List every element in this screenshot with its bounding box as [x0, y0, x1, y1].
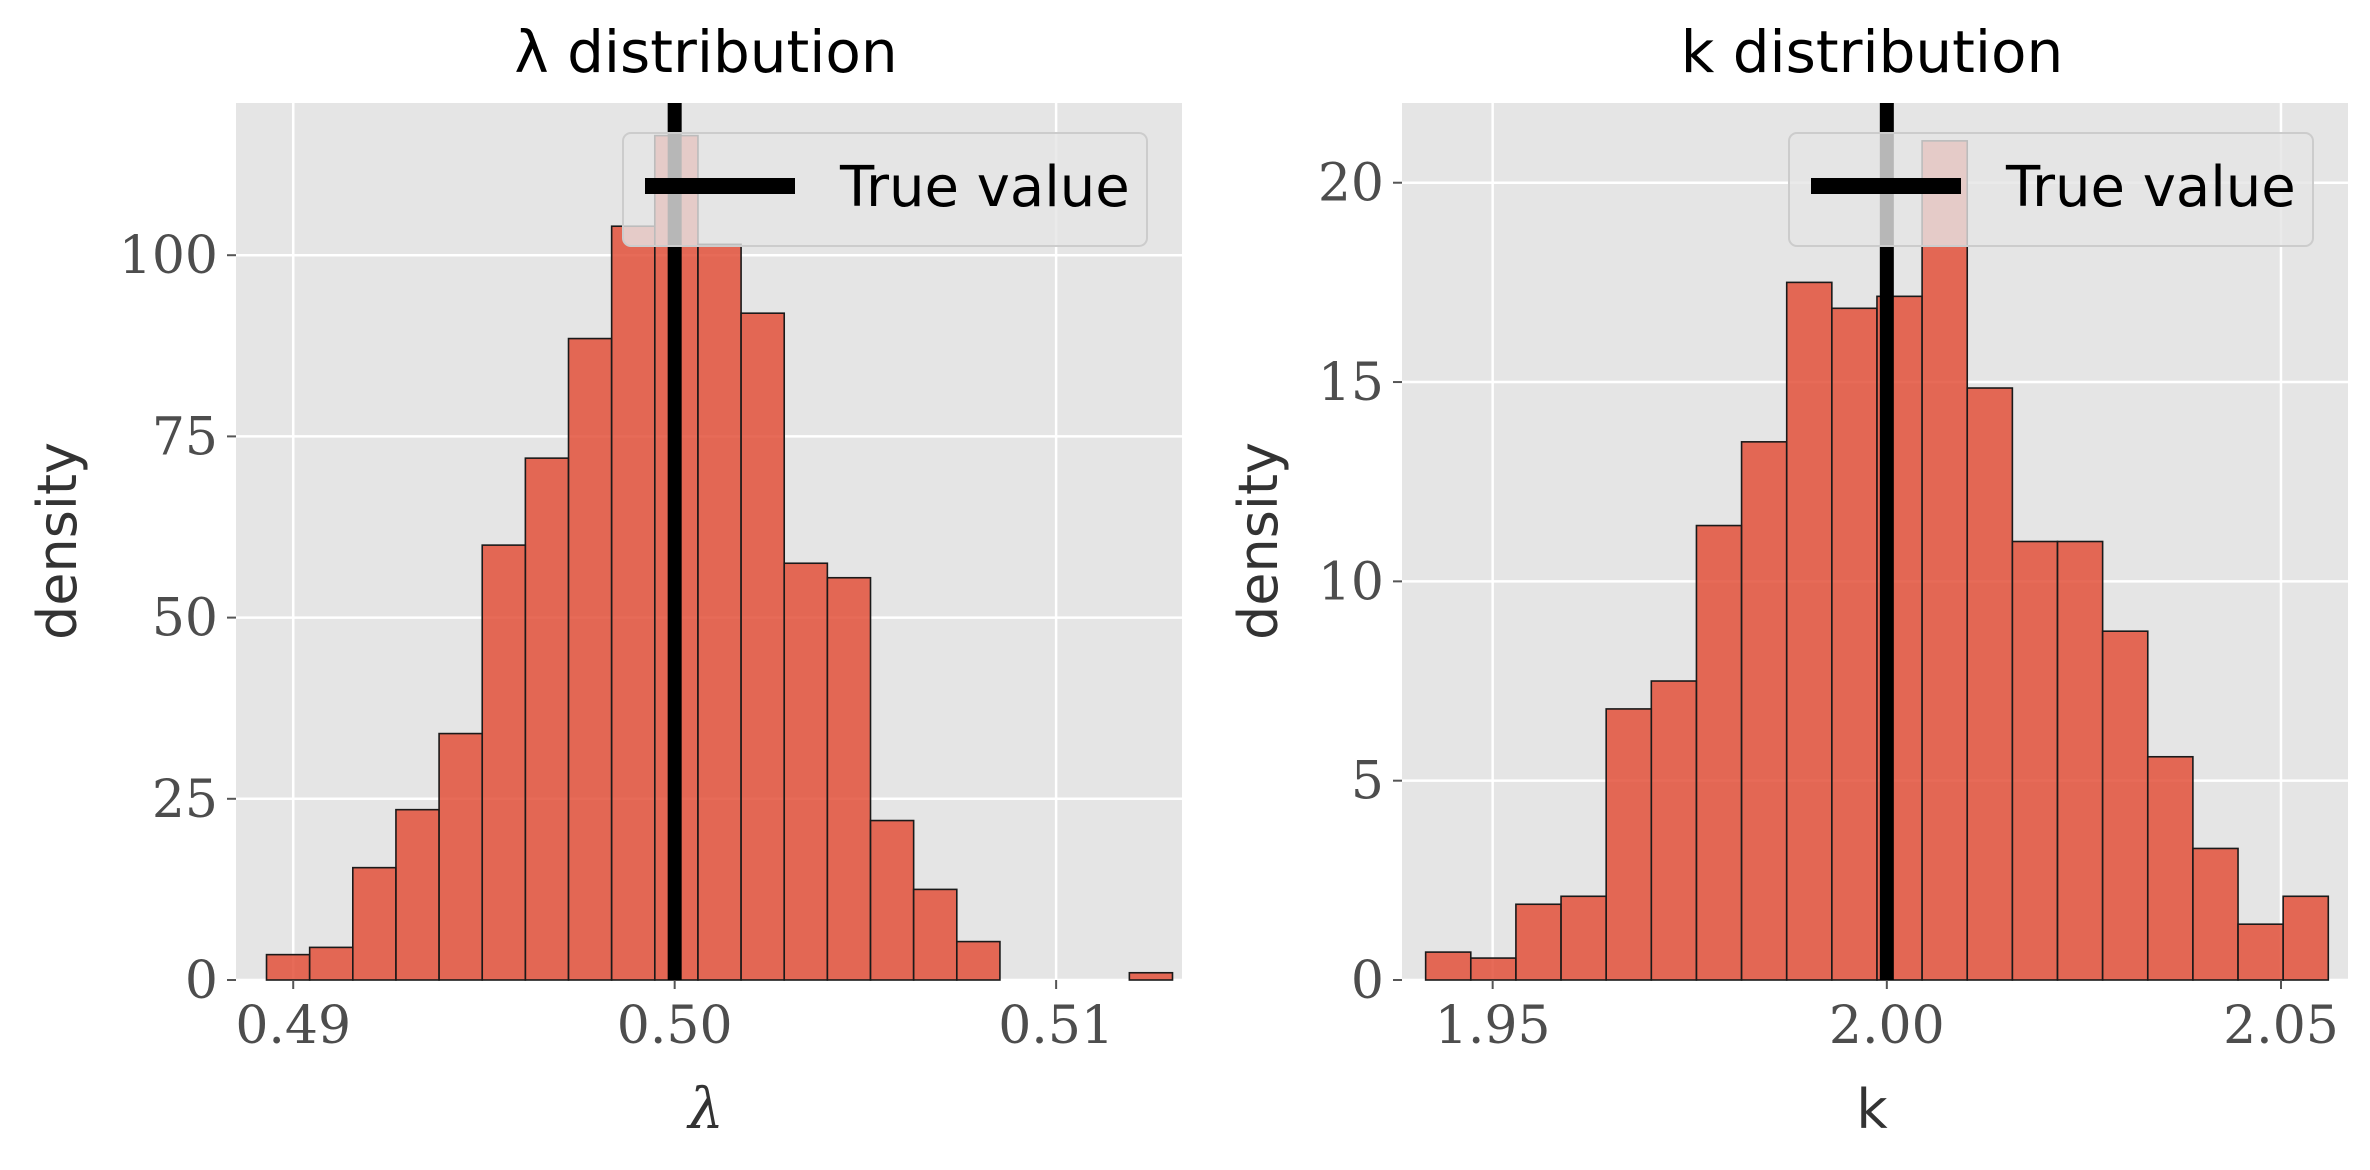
histogram-bar-lambda-4 — [438, 732, 484, 981]
y-axis-label-k: density — [1227, 442, 1290, 640]
legend-label-k: True value — [2005, 155, 2296, 220]
y-tick-label-k-0: 0 — [1351, 951, 1384, 1011]
x-tick-label-lambda-1: 0.50 — [617, 996, 733, 1056]
histogram-bar-lambda-15 — [912, 888, 958, 981]
histogram-bars-lambda — [265, 134, 1174, 981]
histogram-bar-lambda-12 — [783, 562, 829, 981]
histogram-bar-lambda-11 — [740, 312, 786, 981]
y-tick-label-lambda-3: 75 — [152, 407, 218, 467]
histogram-bar-k-19 — [2282, 895, 2330, 981]
histogram-bar-k-7 — [1740, 441, 1788, 981]
chart-lambda: 0.49 0.50 0.51 0 25 50 75 100 True value λ dis… — [26, 18, 1182, 1142]
histogram-bar-k-17 — [2192, 847, 2239, 981]
histogram-bar-k-13 — [2011, 540, 2059, 981]
legend-k: True value — [1788, 132, 2314, 247]
histogram-bar-lambda-3 — [395, 808, 440, 981]
histogram-bar-lambda-16 — [955, 940, 1001, 981]
histogram-bar-lambda-0 — [265, 953, 311, 981]
y-tick-label-k-2: 10 — [1318, 552, 1384, 612]
x-ticks-lambda: 0.49 0.50 0.51 — [235, 980, 1114, 1056]
y-tick-label-lambda-1: 25 — [152, 770, 218, 830]
histogram-bar-k-11 — [1921, 140, 1969, 981]
x-axis-label-k: k — [1856, 1078, 1888, 1141]
y-tick-label-k-4: 20 — [1318, 154, 1384, 214]
histogram-bar-k-15 — [2101, 630, 2149, 981]
y-tick-label-k-1: 5 — [1351, 752, 1384, 812]
histogram-bar-k-14 — [2056, 540, 2104, 981]
x-tick-label-lambda-0: 0.49 — [235, 996, 351, 1056]
histogram-bar-lambda-1 — [308, 946, 354, 981]
histogram-bar-lambda-7 — [567, 337, 613, 981]
histogram-bar-k-6 — [1695, 524, 1743, 981]
histogram-bar-k-16 — [2146, 755, 2194, 981]
y-tick-label-lambda-0: 0 — [185, 951, 218, 1011]
histogram-bar-lambda-20 — [1128, 971, 1174, 981]
histogram-bars-k — [1424, 140, 2330, 981]
histogram-bar-k-4 — [1605, 708, 1653, 981]
histogram-bar-k-1 — [1469, 957, 1517, 981]
histogram-bar-k-9 — [1831, 307, 1878, 981]
histogram-bar-k-18 — [2237, 923, 2284, 981]
histogram-bar-lambda-5 — [481, 544, 527, 981]
legend-lambda: True value — [622, 132, 1148, 247]
x-axis-label-lambda: λ — [686, 1077, 724, 1142]
histogram-bar-k-0 — [1424, 951, 1472, 981]
legend-label-lambda: True value — [839, 155, 1130, 220]
legend-box-lambda — [622, 132, 1148, 247]
y-ticks-k: 0 5 10 15 20 — [1318, 154, 1402, 1011]
y-axis-label-lambda: density — [26, 442, 89, 640]
chart-title-lambda: λ distribution — [514, 18, 897, 86]
x-tick-label-k-1: 2.00 — [1829, 996, 1945, 1056]
chart-title-k: k distribution — [1681, 18, 2064, 86]
histogram-bar-lambda-10 — [697, 243, 742, 981]
y-tick-label-lambda-4: 100 — [119, 226, 218, 286]
y-tick-label-k-3: 15 — [1318, 353, 1384, 413]
histogram-bar-lambda-13 — [826, 576, 872, 981]
histogram-bar-k-2 — [1515, 903, 1562, 981]
y-tick-label-lambda-2: 50 — [152, 589, 218, 649]
x-tick-label-k-0: 1.95 — [1435, 996, 1551, 1056]
histogram-bar-lambda-2 — [352, 866, 397, 981]
legend-box-k — [1788, 132, 2314, 247]
x-tick-label-k-2: 2.05 — [2223, 996, 2339, 1056]
histogram-bar-k-12 — [1966, 387, 2014, 981]
chart-k: 1.95 2.00 2.05 0 5 10 15 20 True value k distr… — [1227, 18, 2348, 1141]
histogram-bar-k-3 — [1560, 895, 1607, 981]
x-tick-label-lambda-2: 0.51 — [998, 996, 1114, 1056]
histogram-bar-lambda-8 — [610, 225, 656, 981]
histogram-bar-lambda-6 — [524, 457, 570, 981]
x-ticks-k: 1.95 2.00 2.05 — [1435, 980, 2339, 1056]
y-ticks-lambda: 0 25 50 75 100 — [119, 226, 236, 1011]
histogram-bar-lambda-14 — [869, 819, 915, 981]
histogram-bar-k-8 — [1785, 281, 1833, 981]
histogram-bar-k-5 — [1650, 680, 1698, 981]
